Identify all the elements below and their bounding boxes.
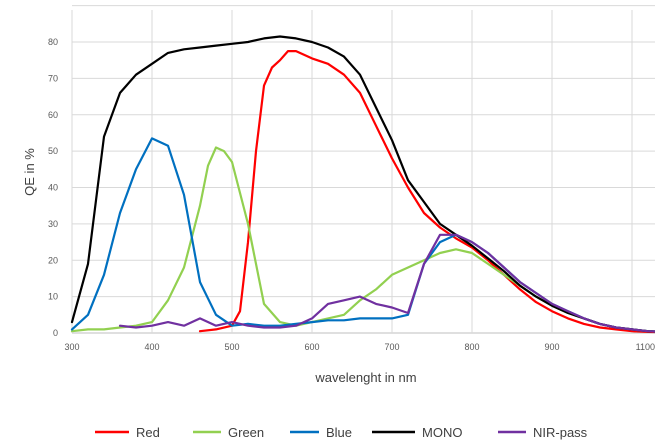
- series-lines: [70, 35, 655, 334]
- x-tick-label: 400: [144, 342, 159, 352]
- x-tick-labels: 300 400 500 600 700 800 900 1100: [64, 342, 655, 352]
- grid: [71, 5, 655, 334]
- x-tick-label: 1100: [636, 342, 655, 352]
- x-axis-title: wavelenght in nm: [314, 370, 416, 385]
- x-tick-label: 600: [304, 342, 319, 352]
- x-tick-label: 700: [384, 342, 399, 352]
- legend-label-blue: Blue: [326, 425, 352, 440]
- y-tick-label: 0: [53, 328, 58, 338]
- y-tick-label: 10: [48, 292, 58, 302]
- x-tick-label: 500: [224, 342, 239, 352]
- y-tick-labels: 0 10 20 30 40 50 60 70 80: [48, 37, 58, 338]
- legend-label-green: Green: [228, 425, 264, 440]
- y-tick-label: 60: [48, 110, 58, 120]
- legend: Red Green Blue MONO NIR-pass: [95, 425, 588, 440]
- legend-label-nir-pass: NIR-pass: [533, 425, 588, 440]
- legend-label-red: Red: [136, 425, 160, 440]
- y-axis-title: QE in %: [22, 148, 37, 196]
- y-tick-label: 80: [48, 37, 58, 47]
- y-tick-label: 40: [48, 183, 58, 193]
- y-tick-label: 50: [48, 146, 58, 156]
- legend-label-mono: MONO: [422, 425, 462, 440]
- y-tick-label: 70: [48, 73, 58, 83]
- y-tick-label: 20: [48, 255, 58, 265]
- series-line-mono: [70, 35, 655, 333]
- y-tick-label: 30: [48, 219, 58, 229]
- series-line-blue: [70, 137, 655, 333]
- x-tick-label: 800: [464, 342, 479, 352]
- x-tick-label: 300: [64, 342, 79, 352]
- series-line-nir-pass: [118, 233, 655, 333]
- series-line-green: [70, 146, 655, 333]
- series-line-red: [198, 49, 655, 334]
- x-tick-label: 900: [544, 342, 559, 352]
